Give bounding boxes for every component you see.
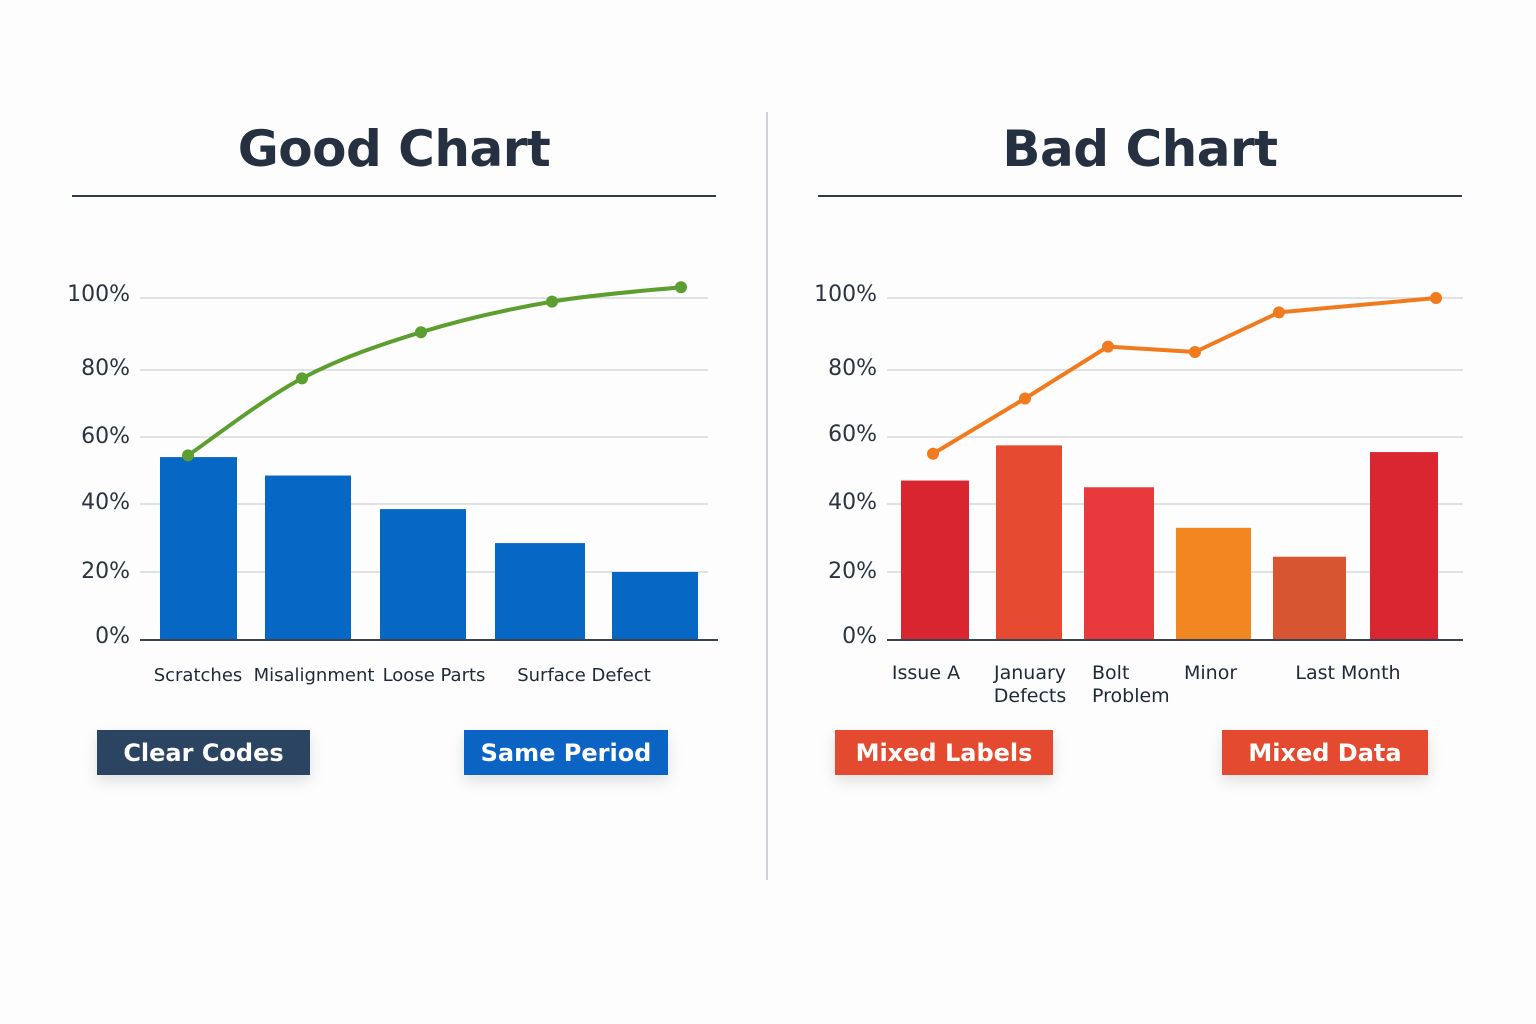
bad-y-tick-label: 100%	[814, 282, 877, 307]
bad-bar	[1176, 527, 1251, 640]
bad-category-label: Minor	[1184, 662, 1237, 684]
bad-line-point	[1430, 292, 1442, 304]
clear-codes-tag: Clear Codes	[97, 730, 310, 775]
bad-category-label: January Defects	[993, 662, 1066, 707]
bad-y-tick-label: 40%	[828, 490, 877, 515]
good-bar	[495, 543, 585, 640]
bad-line-point	[927, 447, 939, 460]
good-title-rule	[72, 195, 716, 197]
bad-line-point	[1189, 346, 1201, 358]
bad-y-tick-label: 60%	[828, 422, 877, 447]
bad-bar	[901, 480, 969, 640]
bad-line-point	[1019, 392, 1031, 405]
good-line-point	[296, 372, 308, 385]
good-line-point	[546, 295, 558, 308]
center-divider	[766, 112, 768, 880]
bad-line-point	[1273, 306, 1285, 319]
good-line-point	[675, 281, 687, 294]
good-y-tick-label: 40%	[81, 490, 130, 515]
bad-bar	[1273, 556, 1346, 640]
bad-y-tick-label: 80%	[828, 356, 877, 381]
bad-cumulative-line	[931, 296, 1438, 456]
bad-bar	[996, 445, 1062, 640]
same-period-tag: Same Period	[464, 730, 668, 775]
bad-bar	[1084, 487, 1154, 640]
good-y-tick-label: 0%	[95, 624, 130, 649]
good-category-label: Scratches	[154, 665, 243, 686]
good-y-tick-label: 20%	[81, 559, 130, 584]
good-category-label: Misalignment	[254, 665, 375, 686]
bad-category-label: Last Month	[1295, 662, 1400, 684]
bad-y-tick-label: 0%	[842, 624, 877, 649]
good-category-label: Surface Defect	[517, 665, 651, 686]
bad-line-point	[1102, 340, 1114, 353]
bad-title-rule	[818, 195, 1462, 197]
mixed-labels-tag: Mixed Labels	[835, 730, 1053, 775]
good-bar	[612, 572, 698, 640]
good-chart-title: Good Chart	[237, 120, 551, 178]
good-line-point	[415, 326, 427, 339]
bad-category-label: Issue A	[892, 662, 960, 684]
mixed-data-tag: Mixed Data	[1222, 730, 1428, 775]
good-bar	[380, 509, 466, 640]
bad-bar	[1370, 452, 1438, 640]
good-bar	[265, 475, 351, 640]
good-y-tick-label: 100%	[67, 282, 130, 307]
good-line-point	[182, 449, 194, 462]
good-y-tick-label: 60%	[81, 424, 130, 449]
bad-chart-title: Bad Chart	[1002, 120, 1278, 178]
good-category-label: Loose Parts	[383, 665, 486, 686]
good-y-tick-label: 80%	[81, 356, 130, 381]
bad-category-label: Bolt Problem	[1092, 662, 1170, 707]
bad-y-tick-label: 20%	[828, 559, 877, 584]
good-bar	[160, 457, 237, 640]
